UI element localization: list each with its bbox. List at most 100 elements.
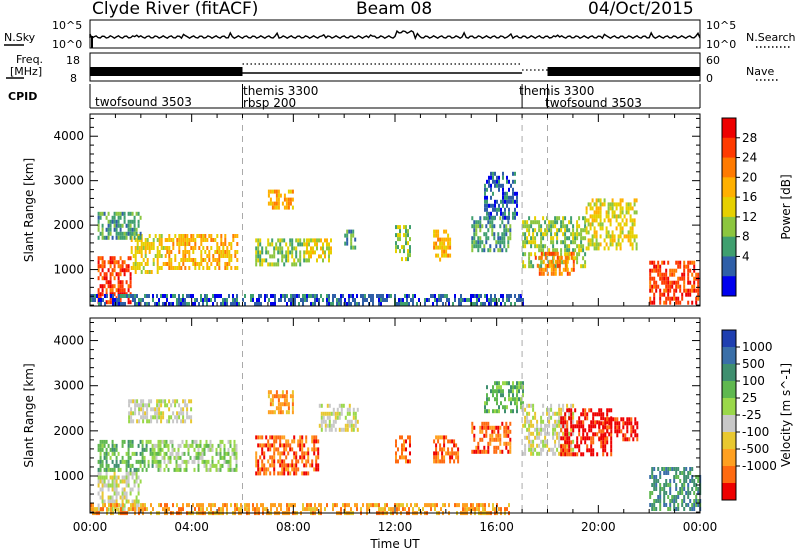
power-echo-cell xyxy=(194,302,196,306)
velocity-echo-cell xyxy=(99,463,102,468)
velocity-echo-cell xyxy=(598,429,601,434)
power-echo-cell xyxy=(490,187,492,192)
velocity-echo-cell xyxy=(151,459,154,464)
power-echo-cell xyxy=(582,244,585,249)
power-echo-cell xyxy=(508,207,510,212)
power-echo-cell xyxy=(123,215,126,220)
power-echo-cell xyxy=(160,238,163,242)
velocity-echo-cell xyxy=(455,443,458,448)
velocity-echo-cell xyxy=(453,439,456,444)
power-echo-cell xyxy=(338,298,340,302)
velocity-echo-cell xyxy=(279,394,282,399)
power-echo-cell xyxy=(226,262,229,266)
power-echo-cell xyxy=(518,298,520,302)
power-echo-cell xyxy=(294,294,296,298)
power-echo-cell xyxy=(483,232,486,237)
power-echo-cell xyxy=(224,250,227,254)
velocity-echo-cell xyxy=(101,479,104,484)
power-echo-cell xyxy=(689,268,692,273)
power-echo-cell xyxy=(663,260,666,265)
power-echo-cell xyxy=(168,246,171,250)
nsearch-label: N.Search xyxy=(746,31,796,44)
power-echo-cell xyxy=(491,228,494,233)
power-echo-cell xyxy=(285,250,288,255)
power-echo-cell xyxy=(693,284,696,289)
velocity-echo-cell xyxy=(184,419,187,424)
velocity-echo-cell xyxy=(602,433,605,438)
velocity-echo-cell xyxy=(328,423,331,428)
power-echo-cell xyxy=(564,244,567,249)
velocity-echo-cell xyxy=(119,479,122,484)
velocity-echo-cell xyxy=(554,423,557,428)
velocity-echo-cell xyxy=(582,452,585,457)
power-echo-cell xyxy=(522,264,525,269)
power-echo-cell xyxy=(528,240,531,245)
power-echo-cell xyxy=(562,240,565,245)
velocity-echo-cell xyxy=(99,451,102,456)
power-echo-cell xyxy=(584,224,587,229)
power-echo-cell xyxy=(280,294,282,298)
velocity-echo-cell xyxy=(562,416,565,421)
power-echo-cell xyxy=(528,256,531,261)
power-echo-cell xyxy=(591,222,594,227)
velocity-echo-cell xyxy=(655,507,658,511)
power-echo-cell xyxy=(687,292,690,297)
velocity-echo-cell xyxy=(291,410,294,415)
power-colorbar-tick-label: 24 xyxy=(742,151,757,165)
power-echo-cell xyxy=(406,298,408,302)
power-echo-cell xyxy=(611,238,614,243)
velocity-echo-cell xyxy=(263,471,266,476)
velocity-echo-cell xyxy=(663,471,666,475)
velocity-echo-cell xyxy=(612,417,615,422)
power-echo-cell xyxy=(228,258,231,262)
power-echo-cell xyxy=(496,211,498,216)
power-echo-cell xyxy=(505,248,508,253)
velocity-echo-cell xyxy=(293,455,296,460)
velocity-echo-cell xyxy=(586,416,589,421)
power-echo-cell xyxy=(186,234,189,238)
velocity-echo-cell xyxy=(632,425,635,430)
velocity-echo-cell xyxy=(506,507,508,512)
velocity-echo-cell xyxy=(324,423,327,428)
velocity-echo-cell xyxy=(582,428,585,433)
velocity-echo-cell xyxy=(113,491,116,496)
velocity-echo-cell xyxy=(562,452,565,457)
power-echo-cell xyxy=(277,201,280,206)
velocity-echo-cell xyxy=(566,408,569,413)
power-echo-cell xyxy=(552,240,555,245)
velocity-echo-cell xyxy=(496,401,498,406)
velocity-echo-cell xyxy=(409,459,411,464)
velocity-echo-cell xyxy=(606,440,609,445)
power-echo-cell xyxy=(597,198,600,203)
velocity-echo-cell xyxy=(330,423,333,428)
power-echo-cell xyxy=(669,300,672,305)
power-echo-cell xyxy=(516,199,518,204)
power-echo-cell xyxy=(443,241,446,246)
power-echo-cell xyxy=(619,198,622,203)
velocity-echo-cell xyxy=(518,385,520,390)
velocity-echo-cell xyxy=(117,467,120,472)
power-echo-cell xyxy=(540,264,543,269)
power-echo-cell xyxy=(129,235,132,240)
power-echo-cell xyxy=(133,215,136,220)
power-echo-cell xyxy=(186,294,188,298)
power-echo-cell xyxy=(484,294,486,298)
power-echo-cell xyxy=(113,268,116,273)
power-echo-cell xyxy=(536,263,539,268)
velocity-echo-cell xyxy=(281,459,284,464)
power-echo-cell xyxy=(136,262,139,266)
velocity-echo-cell xyxy=(443,455,446,460)
power-echo-cell xyxy=(475,240,478,245)
velocity-echo-cell xyxy=(272,503,274,508)
power-echo-cell xyxy=(438,294,440,298)
power-echo-cell xyxy=(274,294,276,298)
power-echo-cell xyxy=(509,228,512,233)
velocity-echo-cell xyxy=(395,439,397,444)
power-echo-cell xyxy=(500,183,502,188)
power-echo-cell xyxy=(216,246,219,250)
velocity-echo-cell xyxy=(673,475,676,479)
power-echo-cell xyxy=(651,268,654,273)
velocity-echo-cell xyxy=(494,381,496,386)
power-echo-cell xyxy=(673,288,676,293)
power-echo-cell xyxy=(182,234,185,238)
